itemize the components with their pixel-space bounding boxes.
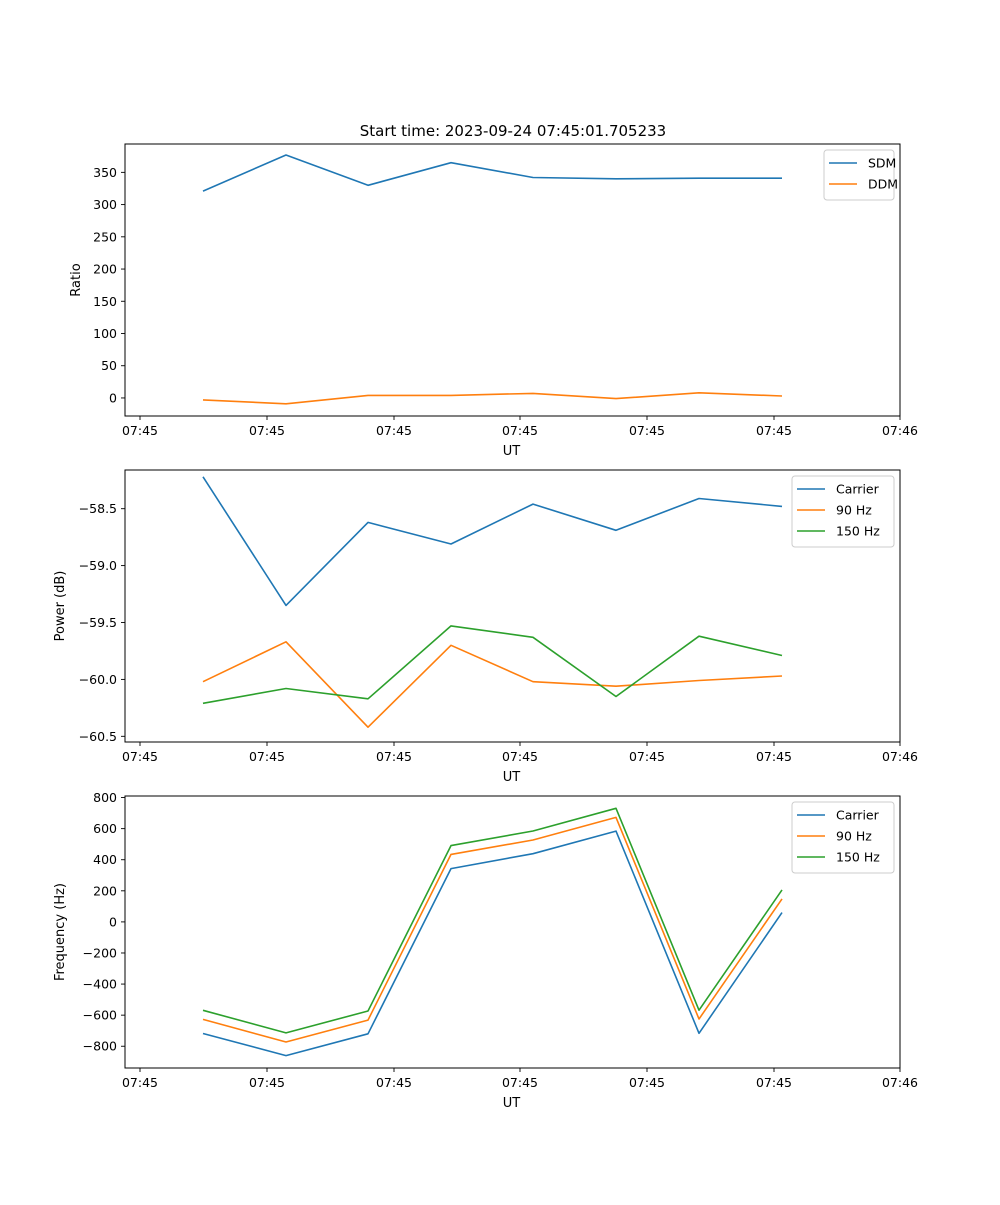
y-tick-label: −800 <box>83 1039 117 1054</box>
figure-title: Start time: 2023-09-24 07:45:01.705233 <box>360 122 666 140</box>
legend-label: 90 Hz <box>836 829 872 844</box>
chart-panel-1: 07:45 07:45 07:45 07:45 07:45 07:45 07:46 0 50 10… <box>69 143 918 459</box>
legend: SDM DDM <box>823 149 898 201</box>
x-axis-label: UT <box>503 770 521 785</box>
y-tick-label: 400 <box>93 852 117 867</box>
legend-label: DDM <box>868 177 898 192</box>
x-tick-label: 07:45 <box>122 423 158 438</box>
axes-frame <box>124 143 901 417</box>
legend-box <box>791 801 895 874</box>
x-tick-label: 07:45 <box>629 1075 665 1090</box>
legend-label: 150 Hz <box>836 850 880 865</box>
y-tick-label: 350 <box>93 165 117 180</box>
axes-frame <box>124 795 901 1069</box>
y-tick-label: −60.0 <box>79 672 117 687</box>
chart-panel-3: 07:45 07:45 07:45 07:45 07:45 07:45 07:46 −800 −… <box>53 790 918 1111</box>
x-tick-label: 07:46 <box>882 1075 918 1090</box>
y-tick-label: −600 <box>83 1008 117 1023</box>
x-tick-label: 07:45 <box>502 1075 538 1090</box>
x-axis-label: UT <box>503 1096 521 1111</box>
y-tick-label: 800 <box>93 790 117 805</box>
x-tick-label: 07:46 <box>882 423 918 438</box>
x-tick-label: 07:45 <box>756 749 792 764</box>
x-tick-label: 07:46 <box>882 749 918 764</box>
y-tick-label: −400 <box>83 977 117 992</box>
chart-panel-2: 07:45 07:45 07:45 07:45 07:45 07:45 07:46 −60.5… <box>53 469 918 785</box>
x-tick-label: 07:45 <box>249 1075 285 1090</box>
x-tick-label: 07:45 <box>502 423 538 438</box>
x-axis-label: UT <box>503 444 521 459</box>
series-line-90-hz <box>202 640 783 729</box>
x-tick-label: 07:45 <box>249 749 285 764</box>
y-tick-label: 200 <box>93 262 117 277</box>
y-tick-label: 0 <box>109 390 117 405</box>
x-tick-label: 07:45 <box>629 749 665 764</box>
legend-label: SDM <box>868 156 896 171</box>
y-axis-label: Power (dB) <box>53 571 68 642</box>
y-tick-label: 0 <box>109 914 117 929</box>
x-tick-label: 07:45 <box>756 423 792 438</box>
series-line-150-hz <box>202 807 783 1034</box>
y-tick-label: 150 <box>93 294 117 309</box>
x-tick-label: 07:45 <box>376 423 412 438</box>
y-tick-label: −59.0 <box>79 558 117 573</box>
series-line-carrier <box>202 830 783 1057</box>
x-tick-label: 07:45 <box>629 423 665 438</box>
axes-frame <box>124 469 901 743</box>
series-line-carrier <box>202 476 783 607</box>
y-tick-label: −60.5 <box>79 729 117 744</box>
x-tick-label: 07:45 <box>376 1075 412 1090</box>
y-tick-label: −58.5 <box>79 501 117 516</box>
y-tick-label: −200 <box>83 945 117 960</box>
legend-box <box>791 475 895 548</box>
legend-label: Carrier <box>836 482 880 497</box>
x-tick-label: 07:45 <box>376 749 412 764</box>
x-tick-label: 07:45 <box>122 1075 158 1090</box>
x-tick-label: 07:45 <box>249 423 285 438</box>
y-tick-label: 200 <box>93 883 117 898</box>
legend: Carrier 90 Hz 150 Hz <box>791 801 895 874</box>
x-tick-label: 07:45 <box>502 749 538 764</box>
y-axis-label: Frequency (Hz) <box>53 883 68 981</box>
legend-label: Carrier <box>836 808 880 823</box>
series-line-150-hz <box>202 625 783 705</box>
y-tick-label: 100 <box>93 326 117 341</box>
y-tick-label: 300 <box>93 197 117 212</box>
x-tick-label: 07:45 <box>122 749 158 764</box>
x-tick-label: 07:45 <box>756 1075 792 1090</box>
legend: Carrier 90 Hz 150 Hz <box>791 475 895 548</box>
legend-label: 150 Hz <box>836 524 880 539</box>
series-line-90-hz <box>202 816 783 1043</box>
y-tick-label: −59.5 <box>79 615 117 630</box>
y-axis-label: Ratio <box>69 263 84 296</box>
series-line-ddm <box>202 391 783 405</box>
legend-label: 90 Hz <box>836 503 872 518</box>
y-tick-label: 250 <box>93 229 117 244</box>
y-tick-label: 50 <box>101 358 117 373</box>
series-line-sdm <box>202 154 782 192</box>
y-tick-label: 600 <box>93 821 117 836</box>
